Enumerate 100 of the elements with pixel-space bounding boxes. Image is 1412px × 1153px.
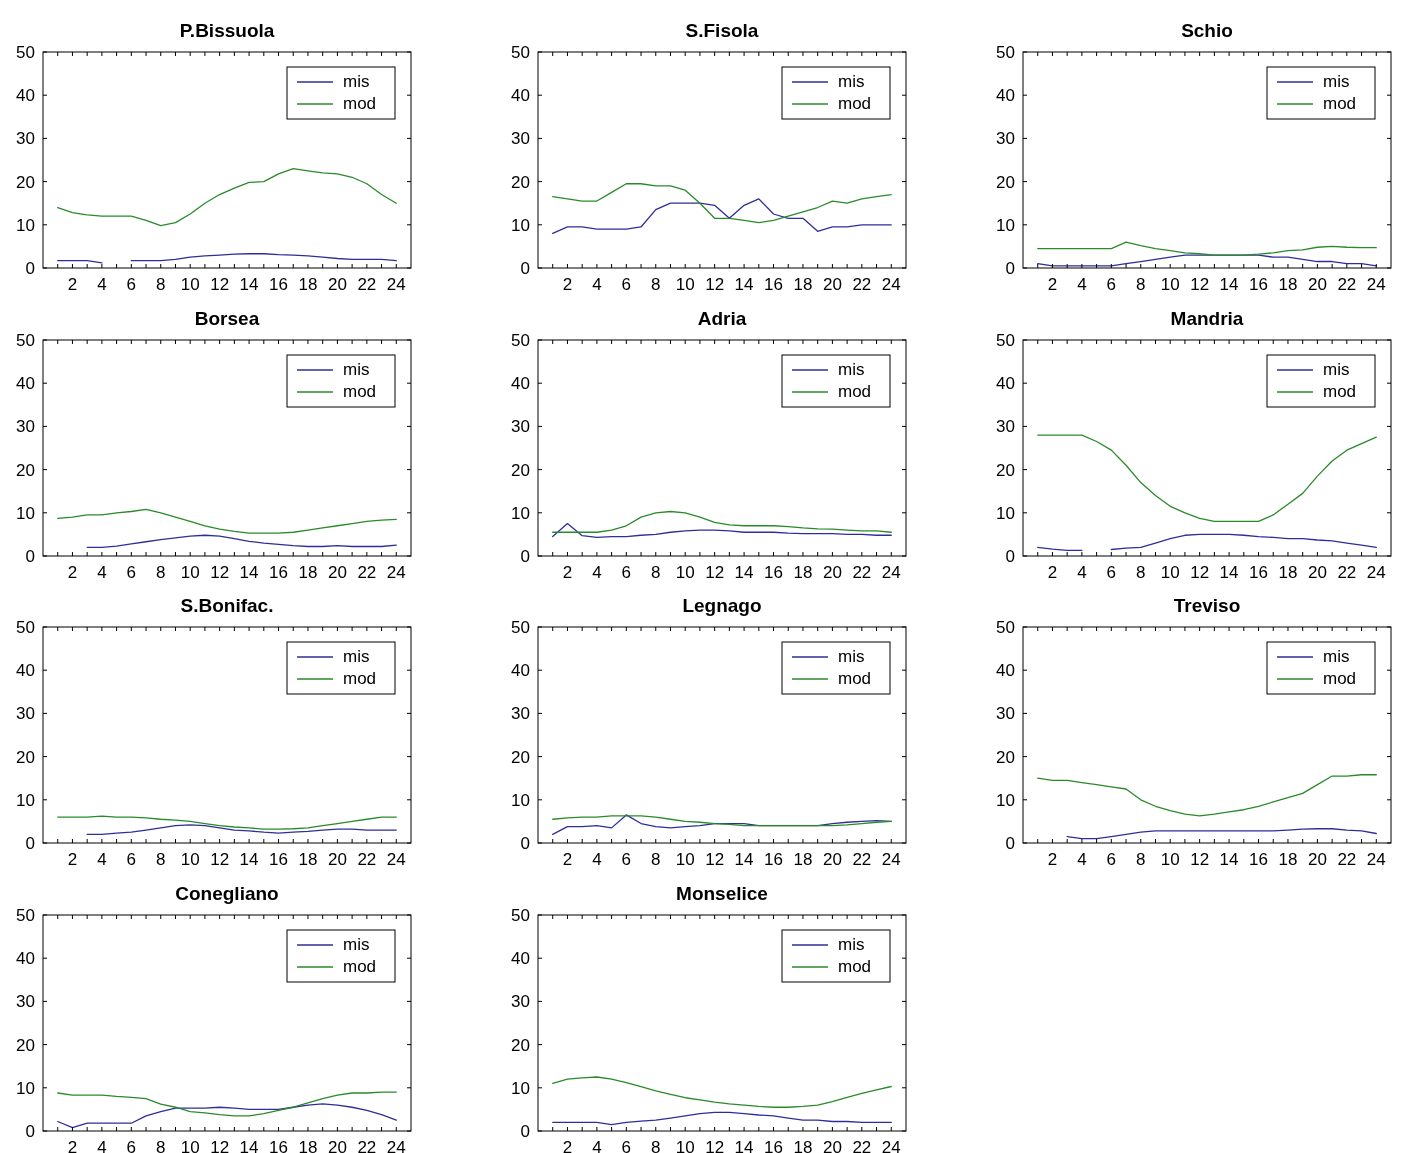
- x-tick-label: 10: [1160, 275, 1180, 294]
- x-tick-label: 4: [592, 850, 602, 869]
- x-tick-label: 6: [621, 850, 632, 869]
- y-tick-label: 30: [511, 704, 530, 724]
- x-tick-label: 14: [734, 563, 754, 582]
- y-tick-label: 50: [16, 43, 35, 62]
- x-tick-label: 20: [822, 850, 842, 869]
- legend-label: mod: [838, 382, 872, 401]
- x-tick-label: 2: [562, 275, 573, 294]
- x-tick-label: 18: [298, 275, 318, 294]
- x-tick-label: 16: [764, 563, 783, 582]
- x-tick-label: 18: [298, 850, 318, 869]
- chart-title: Adria: [697, 308, 747, 329]
- legend-label: mod: [1323, 669, 1357, 688]
- x-tick-label: 16: [764, 275, 783, 294]
- x-tick-label: 14: [239, 850, 259, 869]
- x-tick-label: 24: [1366, 563, 1386, 582]
- x-tick-label: 2: [67, 850, 78, 869]
- x-tick-label: 12: [1190, 275, 1210, 294]
- chart-title: S.Fisola: [685, 20, 759, 41]
- x-tick-label: 2: [562, 850, 573, 869]
- y-tick-label: 10: [511, 503, 530, 523]
- x-tick-label: 22: [357, 563, 377, 582]
- x-tick-label: 24: [1366, 850, 1386, 869]
- x-tick-label: 6: [1106, 563, 1117, 582]
- x-tick-label: 16: [1249, 850, 1268, 869]
- x-tick-label: 12: [210, 850, 230, 869]
- line-series: [1037, 241, 1377, 256]
- x-tick-label: 8: [156, 1138, 166, 1153]
- x-tick-label: 6: [621, 1138, 632, 1153]
- y-tick-label: 0: [520, 547, 530, 566]
- line-series: [86, 534, 397, 549]
- x-tick-label: 24: [881, 563, 901, 582]
- y-tick-label: 40: [511, 661, 530, 681]
- y-tick-label: 0: [520, 834, 530, 853]
- line-series: [1037, 254, 1377, 267]
- y-tick-label: 30: [16, 129, 35, 149]
- x-tick-label: 4: [592, 563, 602, 582]
- x-tick-label: 24: [881, 275, 901, 294]
- x-tick-label: 14: [1219, 563, 1239, 582]
- x-tick-label: 10: [1160, 850, 1180, 869]
- legend-label: mod: [343, 669, 377, 688]
- x-tick-label: 8: [651, 563, 661, 582]
- x-tick-label: 18: [298, 1138, 318, 1153]
- y-tick-label: 10: [996, 503, 1015, 523]
- x-tick-label: 10: [180, 275, 200, 294]
- y-tick-label: 50: [511, 43, 530, 62]
- chart-title: Schio: [1181, 20, 1233, 41]
- x-tick-label: 8: [651, 275, 661, 294]
- x-tick-label: 14: [1219, 850, 1239, 869]
- line-series: [1066, 828, 1377, 840]
- x-tick-label: 24: [881, 1138, 901, 1153]
- x-tick-label: 16: [269, 563, 288, 582]
- y-tick-label: 0: [1005, 259, 1015, 278]
- y-tick-label: 50: [16, 906, 35, 925]
- x-tick-label: 18: [1278, 275, 1298, 294]
- x-tick-label: 4: [1077, 275, 1087, 294]
- x-tick-label: 20: [1307, 275, 1327, 294]
- x-tick-label: 16: [269, 850, 288, 869]
- y-tick-label: 50: [511, 618, 530, 637]
- x-tick-label: 20: [822, 275, 842, 294]
- x-tick-label: 10: [1160, 563, 1180, 582]
- x-tick-label: 2: [1047, 563, 1058, 582]
- x-tick-label: 22: [357, 1138, 377, 1153]
- x-tick-label: 16: [764, 850, 783, 869]
- x-tick-label: 22: [357, 850, 377, 869]
- legend-label: mis: [343, 72, 370, 91]
- chart-title: Mandria: [1170, 308, 1244, 329]
- x-tick-label: 24: [386, 275, 406, 294]
- y-tick-label: 30: [511, 992, 530, 1012]
- legend-label: mod: [343, 957, 377, 976]
- x-tick-label: 14: [734, 1138, 754, 1153]
- y-tick-label: 40: [511, 86, 530, 106]
- x-tick-label: 8: [156, 850, 166, 869]
- x-tick-label: 22: [357, 275, 377, 294]
- y-tick-label: 50: [511, 906, 530, 925]
- x-tick-label: 14: [1219, 275, 1239, 294]
- y-tick-label: 10: [511, 790, 530, 810]
- x-tick-label: 18: [1278, 563, 1298, 582]
- x-tick-label: 22: [852, 275, 872, 294]
- y-tick-label: 50: [16, 331, 35, 350]
- y-tick-label: 40: [511, 949, 530, 969]
- x-tick-label: 22: [852, 850, 872, 869]
- y-tick-label: 0: [520, 1122, 530, 1141]
- x-tick-label: 14: [734, 275, 754, 294]
- x-tick-label: 24: [1366, 275, 1386, 294]
- legend-label: mis: [838, 647, 865, 666]
- y-tick-label: 50: [511, 331, 530, 350]
- x-tick-label: 10: [675, 850, 695, 869]
- legend-label: mis: [838, 360, 865, 379]
- y-tick-label: 30: [16, 992, 35, 1012]
- x-tick-label: 4: [97, 1138, 107, 1153]
- x-tick-label: 8: [1136, 563, 1146, 582]
- y-tick-label: 40: [16, 86, 35, 106]
- y-tick-label: 50: [996, 43, 1015, 62]
- y-tick-label: 40: [16, 949, 35, 969]
- x-tick-label: 8: [156, 275, 166, 294]
- x-tick-label: 12: [705, 275, 725, 294]
- y-tick-label: 0: [25, 259, 35, 278]
- y-tick-label: 20: [996, 460, 1015, 480]
